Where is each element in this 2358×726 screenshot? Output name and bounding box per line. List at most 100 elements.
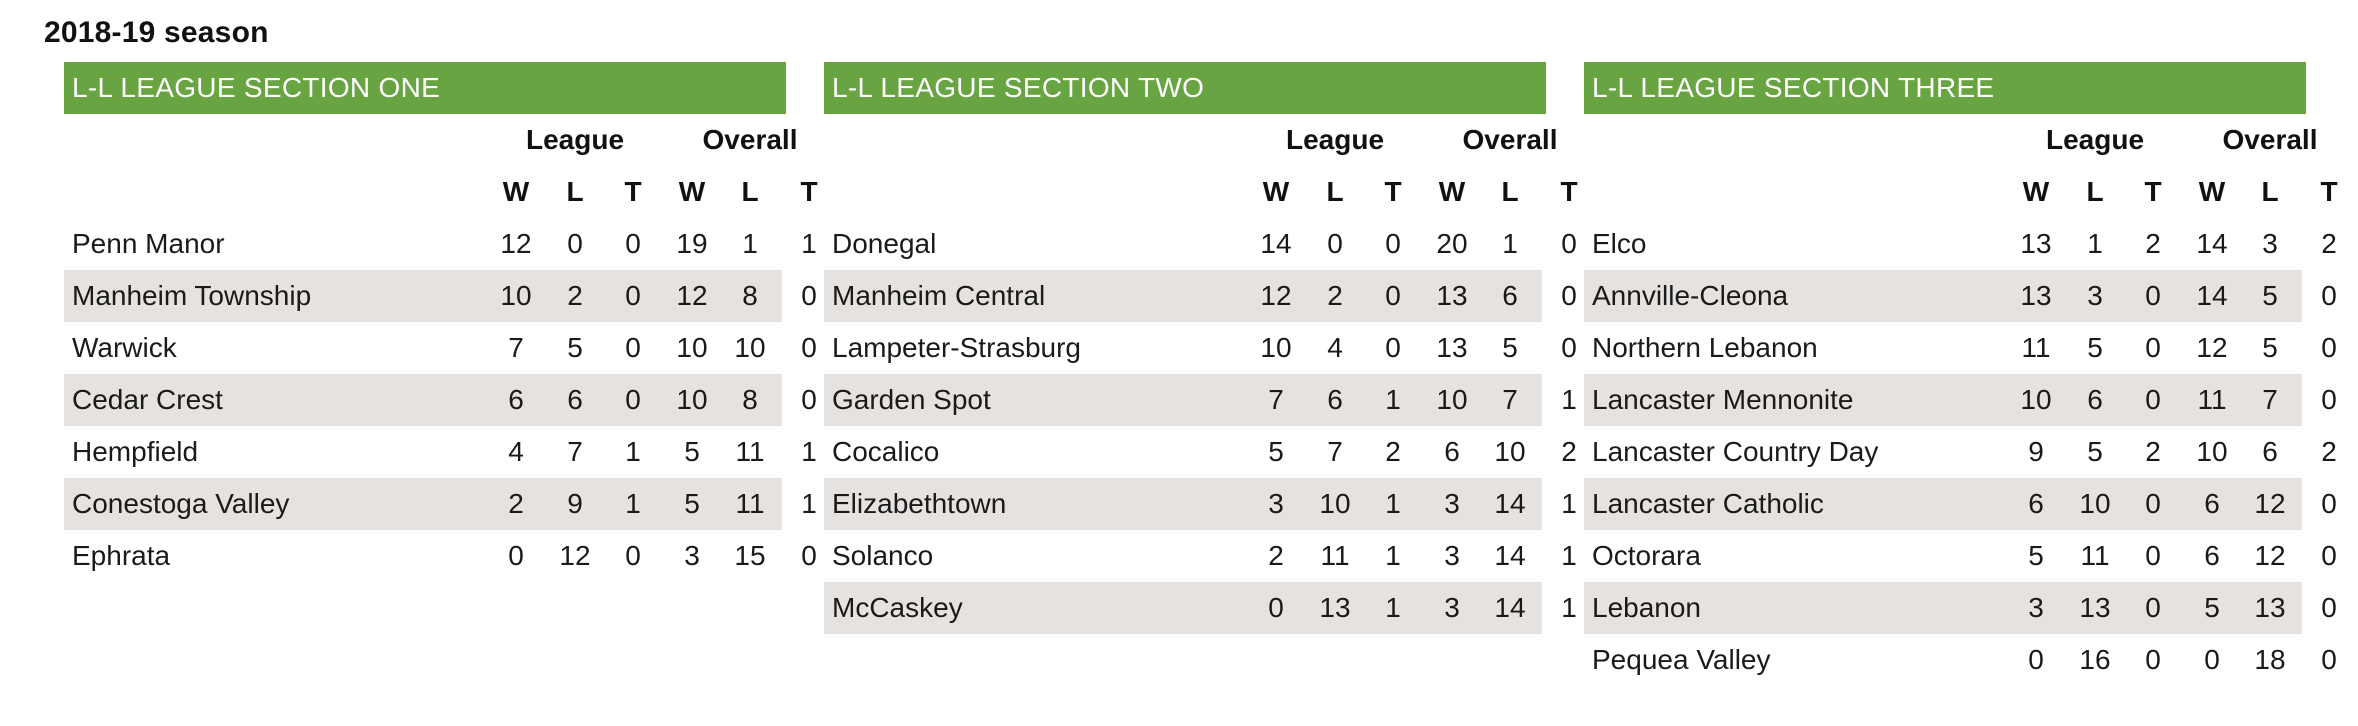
stat-cell: 1: [625, 436, 641, 467]
stat-cell: 13: [1436, 332, 1468, 363]
stat-cell: 6: [567, 384, 583, 415]
stat-cell: 5: [684, 488, 700, 519]
section-title: L-L LEAGUE SECTION THREE: [1584, 62, 2306, 114]
stat-cell: 12: [2196, 332, 2228, 363]
stat-cell: 0: [625, 228, 641, 259]
stat-cell: 6: [2204, 488, 2220, 519]
stat-cell: 7: [1327, 436, 1343, 467]
stat-cell: 13: [2020, 228, 2052, 259]
stat-cell: 15: [734, 540, 766, 571]
stat-cell: 1: [801, 228, 817, 259]
column-header: W: [1262, 176, 1290, 207]
table-row: Ephrata 0 12 0 3 15 0: [64, 530, 817, 582]
stat-cell: 0: [2145, 384, 2161, 415]
team-name: Garden Spot: [832, 384, 991, 415]
column-header: W: [678, 176, 706, 207]
stat-cell: 18: [2254, 644, 2286, 675]
stat-cell: 2: [1327, 280, 1343, 311]
team-name: Hempfield: [72, 436, 199, 467]
section-title: L-L LEAGUE SECTION TWO: [824, 62, 1546, 114]
stat-cell: 0: [567, 228, 583, 259]
stat-cell: 3: [1444, 488, 1460, 519]
table-row: Northern Lebanon 11 5 0 12 5 0: [1584, 322, 2337, 374]
stat-cell: 10: [2196, 436, 2228, 467]
team-name: Cocalico: [832, 436, 940, 467]
stat-cell: 1: [1561, 488, 1577, 519]
stat-cell: 10: [500, 280, 532, 311]
stat-cell: 2: [2145, 436, 2161, 467]
team-name: Lancaster Catholic: [1592, 488, 1824, 519]
stat-cell: 8: [742, 384, 758, 415]
stat-cell: 3: [1444, 540, 1460, 571]
column-header: W: [2022, 176, 2050, 207]
stat-cell: 19: [676, 228, 708, 259]
team-name: Conestoga Valley: [72, 488, 290, 519]
standings-section: L-L LEAGUE SECTION TWO League Overall W L T W L…: [824, 62, 1578, 634]
stat-cell: 0: [1385, 332, 1401, 363]
standings-table: League Overall W L T W L T Elco 13 1 2 14 3 2 Annville-…: [1584, 114, 2338, 686]
stat-cell: 1: [2087, 228, 2103, 259]
table-row: Cocalico 5 7 2 6 10 2: [824, 426, 1577, 478]
stat-cell: 5: [2087, 436, 2103, 467]
team-name: Northern Lebanon: [1592, 332, 1818, 363]
table-row: Elizabethtown 3 10 1 3 14 1: [824, 478, 1577, 530]
stat-cell: 1: [1561, 384, 1577, 415]
stat-cell: 3: [1268, 488, 1284, 519]
stat-cell: 2: [2321, 436, 2337, 467]
stat-cell: 5: [1502, 332, 1518, 363]
column-header: W: [1438, 176, 1466, 207]
column-header: T: [800, 176, 818, 207]
stat-cell: 5: [2262, 332, 2278, 363]
table-row: Cedar Crest 6 6 0 10 8 0: [64, 374, 817, 426]
stat-cell: 11: [2021, 332, 2051, 363]
stat-cell: 6: [1444, 436, 1460, 467]
stat-cell: 0: [2321, 644, 2337, 675]
stat-cell: 0: [1385, 228, 1401, 259]
team-name: Donegal: [832, 228, 937, 259]
stat-cell: 0: [1561, 332, 1577, 363]
stat-cell: 13: [2079, 592, 2111, 623]
stat-cell: 0: [1268, 592, 1284, 623]
stat-cell: 12: [559, 540, 591, 571]
stat-cell: 0: [1327, 228, 1343, 259]
stat-cell: 7: [508, 332, 524, 363]
stat-cell: 1: [1385, 592, 1401, 623]
team-name: Elco: [1592, 228, 1647, 259]
column-header: T: [2320, 176, 2338, 207]
team-name: Solanco: [832, 540, 934, 571]
stat-cell: 0: [625, 540, 641, 571]
stat-cell: 0: [801, 540, 817, 571]
stat-cell: 3: [2262, 228, 2278, 259]
stat-cell: 10: [1436, 384, 1468, 415]
stat-cell: 6: [2087, 384, 2103, 415]
stat-cell: 0: [2321, 280, 2337, 311]
stat-cell: 12: [2254, 488, 2286, 519]
stat-cell: 5: [2204, 592, 2220, 623]
stat-cell: 0: [625, 280, 641, 311]
stat-cell: 0: [2321, 332, 2337, 363]
stat-cell: 1: [742, 228, 758, 259]
team-name: Ephrata: [72, 540, 171, 571]
stat-cell: 0: [2321, 540, 2337, 571]
stat-cell: 0: [1385, 280, 1401, 311]
table-row: Annville-Cleona 13 3 0 14 5 0: [1584, 270, 2337, 322]
stat-cell: 0: [2028, 644, 2044, 675]
stat-cell: 6: [2262, 436, 2278, 467]
stat-cell: 6: [1502, 280, 1518, 311]
group-header-row: League Overall: [824, 114, 1557, 166]
group-header: Overall: [702, 124, 798, 155]
team-name: McCaskey: [832, 592, 963, 623]
stat-cell: 0: [2145, 540, 2161, 571]
stat-cell: 13: [1319, 592, 1351, 623]
stat-cell: 5: [2028, 540, 2044, 571]
stat-cell: 2: [2145, 228, 2161, 259]
stat-cell: 10: [1319, 488, 1351, 519]
team-name: Manheim Central: [832, 280, 1046, 311]
table-row: Lancaster Country Day 9 5 2 10 6 2: [1584, 426, 2337, 478]
stat-cell: 13: [2254, 592, 2286, 623]
section-title: L-L LEAGUE SECTION ONE: [64, 62, 786, 114]
stat-cell: 0: [2145, 332, 2161, 363]
stat-cell: 6: [508, 384, 524, 415]
team-name: Lebanon: [1592, 592, 1702, 623]
